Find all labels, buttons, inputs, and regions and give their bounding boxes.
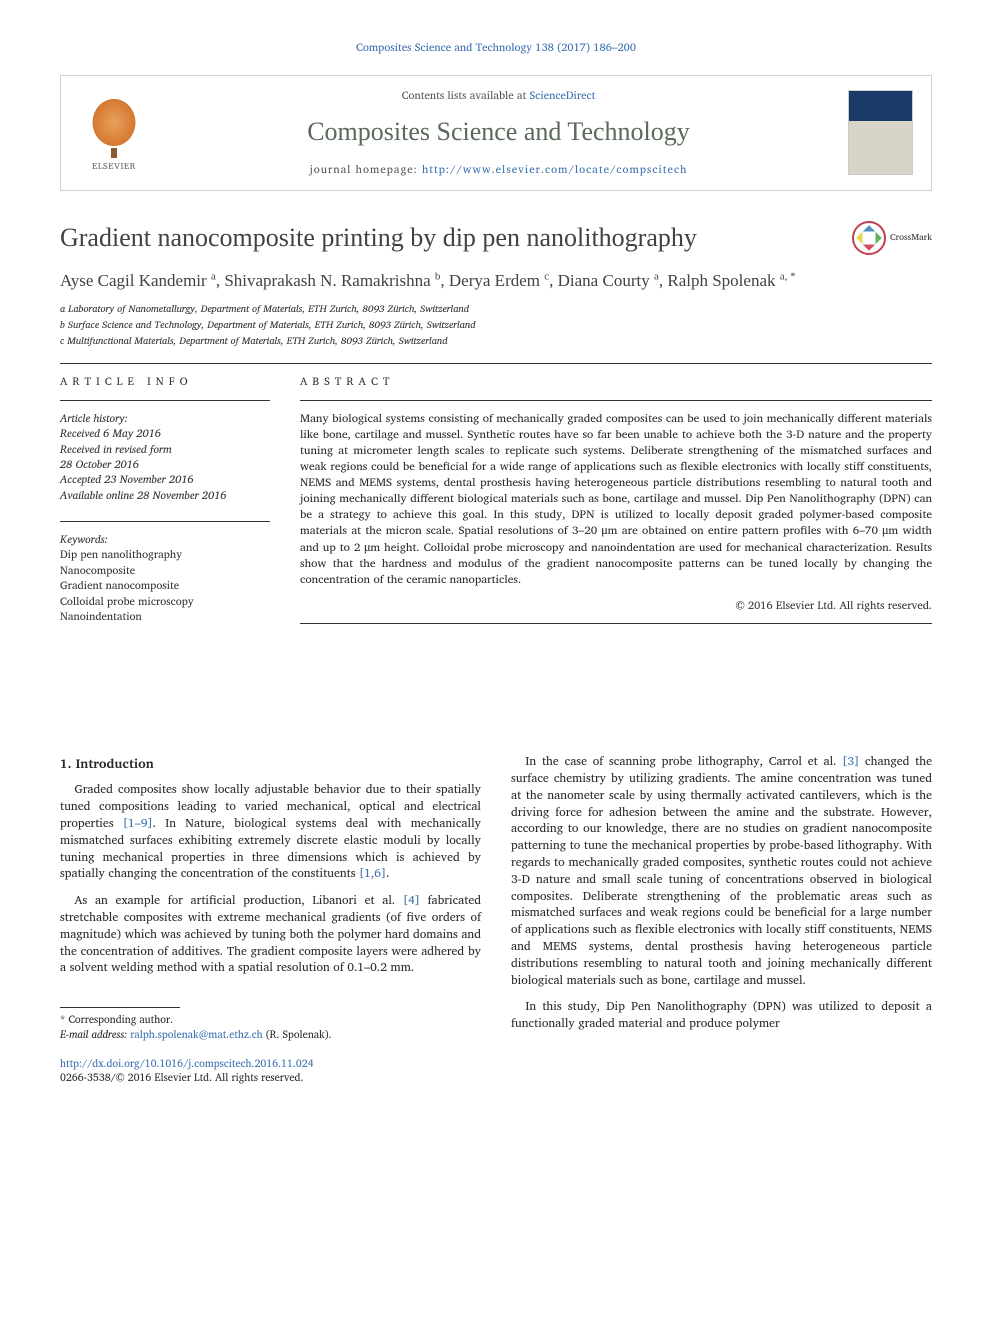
divider [60,521,270,522]
elsevier-logo: ELSEVIER [79,93,149,173]
title-row: Gradient nanocomposite printing by dip p… [60,221,932,255]
publisher-label: ELSEVIER [92,160,136,173]
sciencedirect-link[interactable]: ScienceDirect [530,86,596,104]
citation-line: Composites Science and Technology 138 (2… [60,40,932,55]
body-col-right: In the case of scanning probe lithograph… [511,754,932,1085]
journal-cover-icon [848,90,913,175]
article-title: Gradient nanocomposite printing by dip p… [60,221,852,255]
crossmark[interactable]: CrossMark [852,221,932,255]
divider [60,363,932,364]
contents-prefix: Contents lists available at [402,86,530,104]
citation-ref[interactable]: [3] [842,752,859,771]
header-center: Contents lists available at ScienceDirec… [169,88,828,177]
affiliation-c: c Multifunctional Materials, Department … [60,334,932,349]
homepage-line: journal homepage: http://www.elsevier.co… [169,162,828,177]
abstract-text: Many biological systems consisting of me… [300,411,932,588]
keywords-block: Keywords: Dip pen nanolithography Nanoco… [60,532,270,624]
corresponding-author-block: * Corresponding author. E-mail address: … [60,1007,481,1041]
contents-available: Contents lists available at ScienceDirec… [169,88,828,103]
article-info-column: ARTICLE INFO Article history: Received 6… [60,374,270,634]
crossmark-label: CrossMark [890,231,932,244]
citation-ref[interactable]: [1–9] [123,814,153,833]
divider [60,400,270,401]
section-heading-intro: 1. Introduction [60,754,481,772]
author-list: Ayse Cagil Kandemir a, Shivaprakash N. R… [60,269,932,293]
divider [300,623,932,624]
footnote-rule [60,1007,180,1008]
citation-ref[interactable]: [1,6] [359,864,386,883]
body-col-left: 1. Introduction Graded composites show l… [60,754,481,1085]
issn-copyright: 0266-3538/© 2016 Elsevier Ltd. All right… [60,1068,303,1086]
body-paragraph: In this study, Dip Pen Nanolithography (… [511,999,932,1033]
keyword: Nanoindentation [60,607,142,625]
citation-ref[interactable]: [4] [403,891,420,910]
crossmark-icon [852,221,886,255]
homepage-link[interactable]: http://www.elsevier.com/locate/compscite… [422,160,687,178]
body-paragraph: As an example for artificial production,… [60,893,481,977]
affiliation-b: b Surface Science and Technology, Depart… [60,318,932,333]
homepage-label: journal homepage: [310,160,422,178]
meta-abstract-row: ARTICLE INFO Article history: Received 6… [60,374,932,634]
history-line: Available online 28 November 2016 [60,486,226,504]
abstract-heading: ABSTRACT [300,374,932,389]
article-history: Article history: Received 6 May 2016 Rec… [60,411,270,503]
email-label: E-mail address: [60,1025,130,1043]
email-name: (R. Spolenak). [263,1025,332,1043]
email-link[interactable]: ralph.spolenak@mat.ethz.ch [130,1025,262,1043]
body-paragraph: Graded composites show locally adjustabl… [60,782,481,883]
article-info-heading: ARTICLE INFO [60,374,270,389]
abstract-column: ABSTRACT Many biological systems consist… [300,374,932,634]
affiliations: a Laboratory of Nanometallurgy, Departme… [60,302,932,349]
journal-name: Composites Science and Technology [169,114,828,150]
body-columns: 1. Introduction Graded composites show l… [60,754,932,1085]
divider [300,400,932,401]
journal-header: ELSEVIER Contents lists available at Sci… [60,75,932,190]
email-line: E-mail address: ralph.spolenak@mat.ethz.… [60,1027,481,1042]
body-paragraph: In the case of scanning probe lithograph… [511,754,932,989]
abstract-copyright: © 2016 Elsevier Ltd. All rights reserved… [300,598,932,613]
affiliation-a: a Laboratory of Nanometallurgy, Departme… [60,302,932,317]
elsevier-tree-icon [89,95,139,150]
footer-meta: http://dx.doi.org/10.1016/j.compscitech.… [60,1056,481,1085]
